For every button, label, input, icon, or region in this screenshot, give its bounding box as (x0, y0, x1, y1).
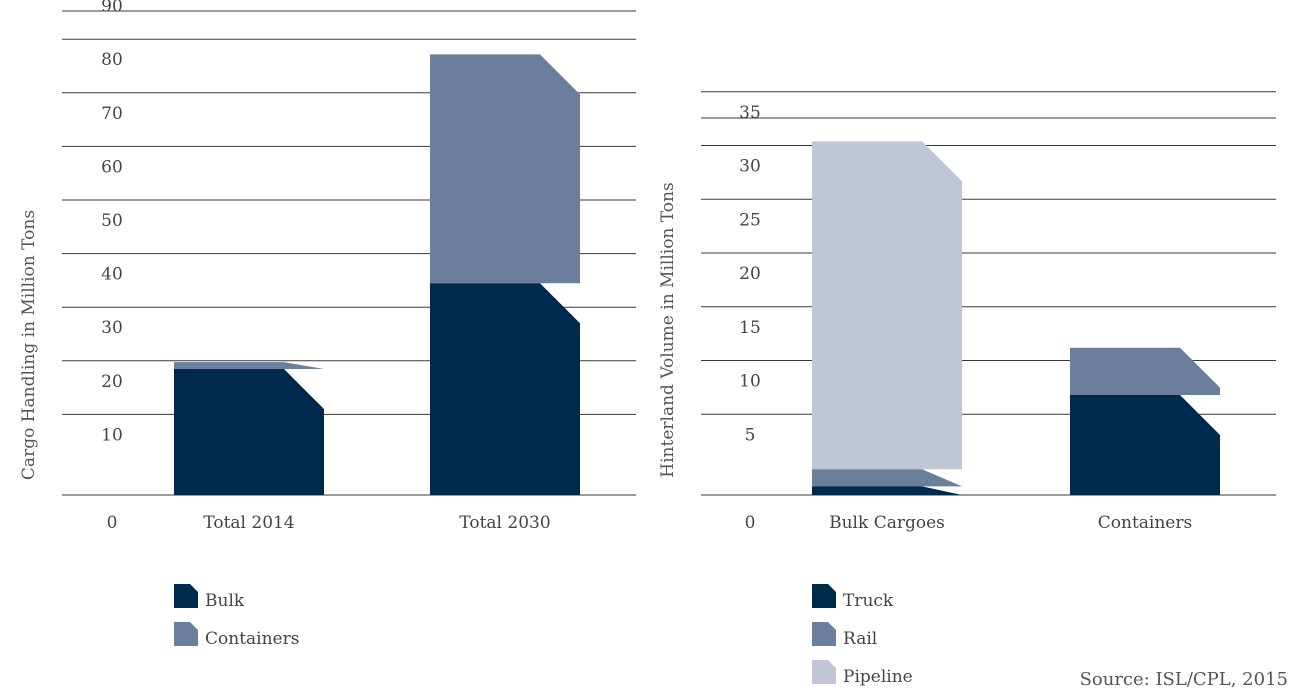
legend-swatch-bulk (174, 584, 198, 608)
bar-segment (812, 486, 962, 495)
legend-swatch-truck (812, 584, 836, 608)
bar-segment (174, 362, 324, 370)
y-axis-label: Cargo Handling in Million Tons (19, 210, 39, 480)
bar-segment (1070, 395, 1220, 495)
legend-label-rail: Rail (843, 629, 877, 649)
bar-segment (812, 469, 962, 487)
y-tick-label: 25 (739, 210, 761, 230)
legend-swatch-containers (174, 622, 198, 646)
x-category-label: Total 2030 (459, 513, 550, 533)
source-note: Source: ISL/CPL, 2015 (1080, 669, 1288, 690)
bar-segment (430, 54, 580, 284)
bar-segment (812, 141, 962, 470)
chart-1: 0 10 20 30 40 50 60 70 80 90 Cargo Handling in Mil… (19, 0, 636, 649)
y-axis-label: Hinterland Volume in Million Tons (658, 182, 678, 477)
x-category-label: Bulk Cargoes (829, 513, 945, 533)
y-tick-label: 5 (745, 425, 756, 445)
y-tick-label: 30 (739, 157, 761, 177)
y-tick-label: 0 (745, 513, 756, 533)
legend-label-truck: Truck (843, 591, 894, 611)
legend-swatch-pipeline (812, 660, 836, 684)
y-tick-label: 15 (739, 318, 761, 338)
bar-segment (1070, 347, 1220, 396)
y-tick-label: 30 (101, 318, 123, 338)
y-tick-label: 10 (101, 425, 123, 445)
y-tick-label: 20 (739, 264, 761, 284)
legend-label-bulk: Bulk (205, 591, 245, 611)
x-category-label: Containers (1098, 513, 1192, 533)
y-tick-label: 10 (739, 372, 761, 392)
legend-label-containers: Containers (205, 629, 299, 649)
x-category-label: Total 2014 (203, 513, 294, 533)
legend-swatch-rail (812, 622, 836, 646)
y-tick-label: 20 (101, 372, 123, 392)
legend-label-pipeline: Pipeline (843, 667, 913, 687)
y-tick-label: 0 (107, 513, 118, 533)
y-tick-label: 50 (101, 211, 123, 231)
chart-2: 0 5 10 15 20 25 30 35 Hinterland Volume in Milli… (658, 91, 1276, 687)
y-tick-label: 40 (101, 265, 123, 285)
bar-segment (174, 369, 324, 495)
y-tick-label: 80 (101, 50, 123, 70)
y-tick-label: 70 (101, 104, 123, 124)
bar-segment (430, 283, 580, 495)
y-tick-label: 90 (101, 0, 123, 17)
y-tick-label: 60 (101, 157, 123, 177)
y-tick-label: 35 (739, 103, 761, 123)
